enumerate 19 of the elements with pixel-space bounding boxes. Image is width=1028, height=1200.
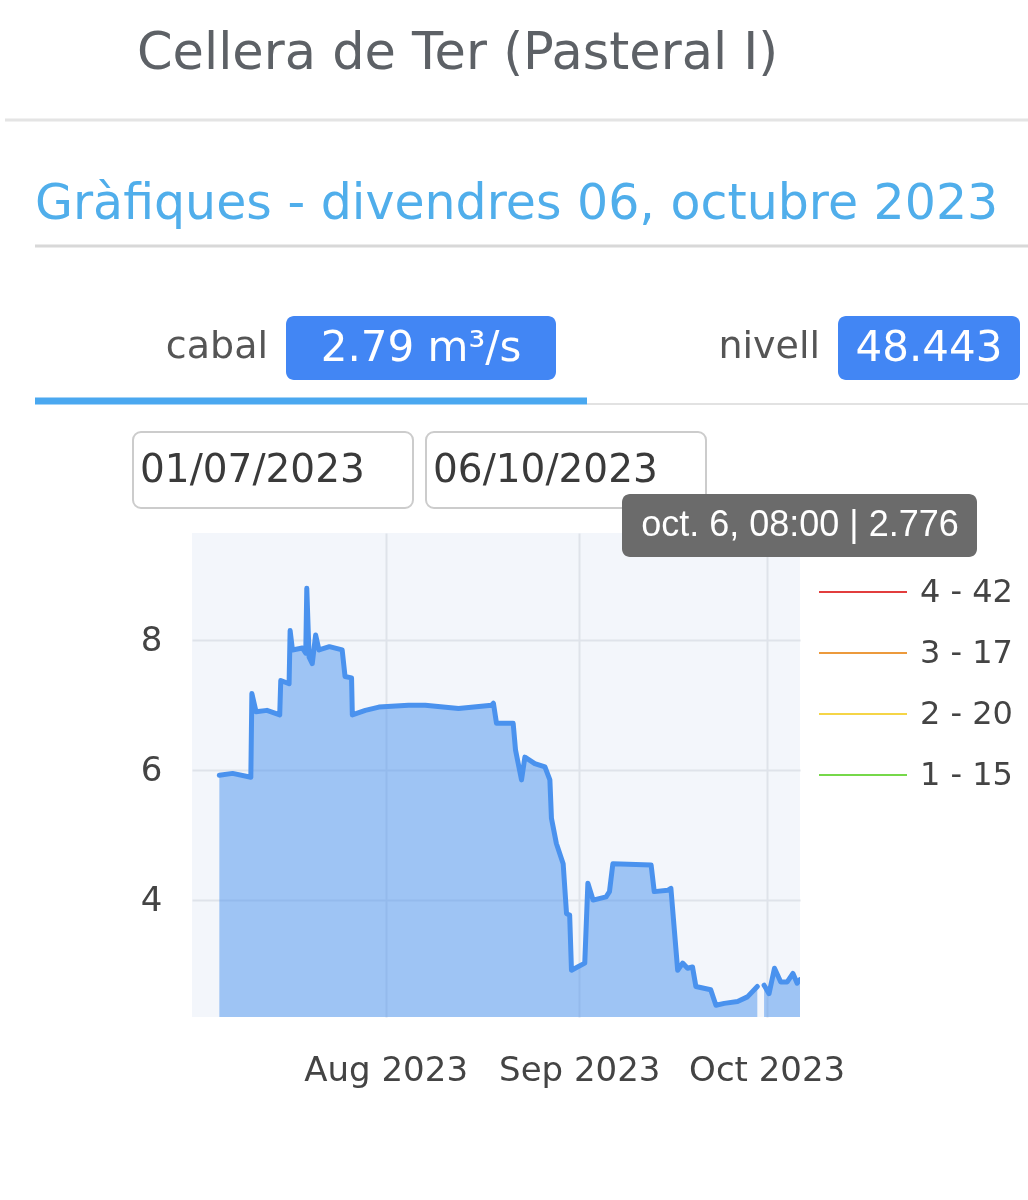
y-tick-label: 4 xyxy=(140,878,163,919)
text: nivell xyxy=(718,323,820,367)
x-tick-label: Sep 2023 xyxy=(499,1048,661,1089)
y-tick-label: 8 xyxy=(140,618,163,659)
text: 2.79 m³/s xyxy=(320,322,522,371)
legend-label: 2 - 20 xyxy=(920,694,1013,732)
text: 01/07/2023 xyxy=(140,446,365,491)
x-tick-label: Aug 2023 xyxy=(304,1048,469,1089)
annotation: oct. 6, 08:00 | 2.776 xyxy=(641,503,959,544)
y-tick-label: 6 xyxy=(140,748,163,789)
legend-label: 1 - 15 xyxy=(920,755,1013,793)
x-tick-label: Oct 2023 xyxy=(689,1048,846,1089)
chart-title: Cellera de Ter (Pasteral I) xyxy=(137,22,779,81)
text: 06/10/2023 xyxy=(433,446,658,491)
legend-label: 4 - 42 xyxy=(920,572,1013,610)
text: 48.443 xyxy=(855,322,1003,371)
legend-label: 3 - 17 xyxy=(920,633,1013,671)
text: cabal xyxy=(165,323,268,367)
chart-subtitle: Gràfiques - divendres 06, octubre 2023 xyxy=(35,174,999,231)
